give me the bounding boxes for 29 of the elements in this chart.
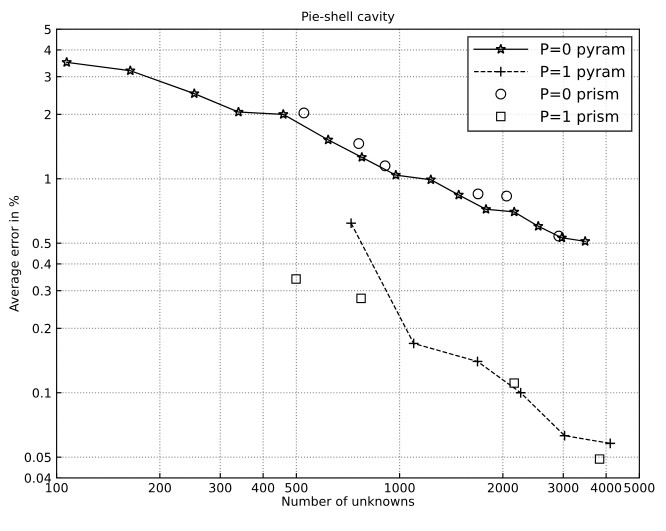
y-tick-label: 0.04: [24, 473, 52, 483]
y-tick-label: 0.3: [32, 286, 51, 296]
y-axis-title: Average error in %: [9, 196, 22, 312]
chart-title: Pie-shell cavity: [302, 11, 394, 24]
x-tick-label: 3000: [548, 482, 578, 492]
x-tick-label: 300: [209, 482, 232, 492]
y-tick-label: 3: [44, 72, 51, 82]
legend-label: P=0 pyram: [541, 43, 624, 58]
y-tick-label: 2: [44, 110, 50, 120]
y-tick-label: 0.5: [32, 238, 51, 248]
y-tick-label: 5: [44, 24, 51, 34]
legend-label: P=1 prism: [541, 110, 618, 126]
x-tick-label: 5000: [624, 482, 654, 492]
x-tick-label: 400: [252, 482, 274, 492]
x-tick-label: 4000: [590, 482, 622, 492]
legend-label: P=0 prism: [541, 88, 618, 103]
y-tick-label: 0.05: [24, 452, 51, 462]
y-tick-label: 1: [45, 174, 51, 184]
y-tick-label: 4: [44, 46, 52, 55]
x-axis-title: Number of unknowns: [282, 496, 414, 506]
y-tick-label: 0.2: [32, 324, 50, 334]
y-tick-label: 0.1: [32, 388, 51, 398]
legend-label: P=1 pyram: [541, 66, 624, 80]
x-tick-label: 2000: [488, 482, 518, 492]
x-tick-label: 200: [148, 482, 171, 492]
x-tick-label: 100: [46, 482, 68, 492]
x-tick-label: 1000: [385, 482, 415, 492]
y-tick-label: 0.4: [32, 259, 52, 269]
x-tick-label: 500: [285, 482, 308, 492]
